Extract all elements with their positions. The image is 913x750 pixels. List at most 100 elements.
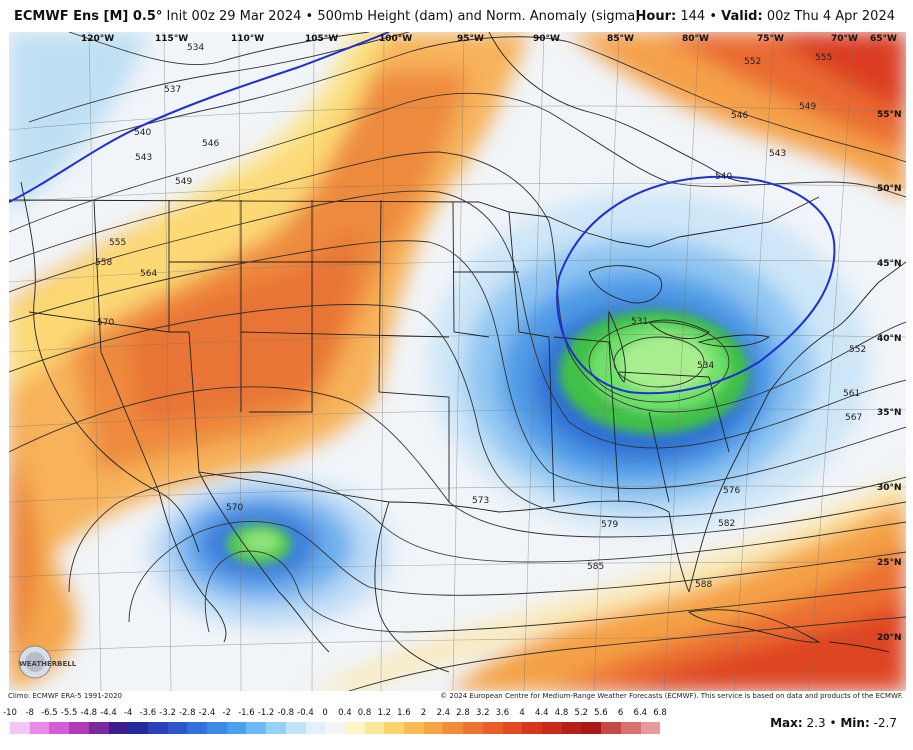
legend-tick-label: -4 (123, 708, 133, 718)
contour-label: 546 (731, 111, 748, 121)
legend-swatch (69, 722, 89, 734)
legend-tick-label: 2 (420, 708, 427, 718)
legend-swatch (463, 722, 483, 734)
contour-label: 579 (601, 520, 618, 530)
legend-swatch (443, 722, 464, 734)
longitude-label: 85°W (607, 34, 634, 44)
legend-tick-label: -4.4 (100, 708, 117, 718)
longitude-label: 105°W (305, 34, 338, 44)
legend-swatch (502, 722, 523, 734)
hour-label: Hour: (635, 9, 677, 24)
product-title: ECMWF Ens [M] 0.5° Init 00z 29 Mar 2024 … (14, 9, 640, 24)
latitude-label: 40°N (877, 334, 902, 344)
valid-separator: • (709, 9, 717, 24)
legend-swatch (108, 722, 129, 734)
title-separator: • (305, 9, 314, 24)
hour-value: 144 (680, 9, 706, 24)
legend-swatch (147, 722, 168, 734)
max-value: 2.3 (806, 716, 826, 730)
contour-label: 546 (202, 139, 219, 149)
contour-label: 534 (187, 43, 204, 53)
contour-label: 585 (587, 562, 604, 572)
legend-swatch (384, 722, 405, 734)
legend-swatch (285, 722, 306, 734)
legend-swatch (187, 722, 208, 734)
legend-swatch (266, 722, 286, 734)
legend-swatch (423, 722, 444, 734)
maxmin-separator: • (829, 716, 837, 730)
legend-swatch (522, 722, 542, 734)
longitude-label: 95°W (457, 34, 484, 44)
latitude-label: 50°N (877, 184, 902, 194)
legend-swatch (226, 722, 247, 734)
latitude-label: 35°N (877, 408, 902, 418)
legend-swatch (561, 722, 582, 734)
legend-swatch (482, 722, 503, 734)
contour-label: 564 (140, 269, 157, 279)
legend-tick-label: 6.8 (653, 708, 667, 718)
model-name: ECMWF Ens [M] 0.5° (14, 9, 163, 24)
legend-swatch (364, 722, 385, 734)
contour-label: 540 (134, 128, 151, 138)
valid-value: 00z Thu 4 Apr 2024 (766, 9, 895, 24)
legend-tick-label: -2.4 (198, 708, 216, 718)
legend-tick-label: -4.8 (80, 708, 98, 718)
legend-swatch (167, 722, 188, 734)
climo-note: Climo: ECMWF ERA-5 1991-2020 (8, 692, 122, 700)
legend-color-bar (10, 722, 661, 734)
legend-swatch (128, 722, 148, 734)
height-contours (9, 32, 906, 691)
legend-tick-label: -0.8 (277, 708, 295, 718)
longitude-label: 65°W (870, 34, 897, 44)
contour-label: 567 (845, 413, 862, 423)
legend-tick-label: 0 (322, 708, 328, 718)
legend-tick-label: 4.8 (554, 708, 569, 718)
legend-tick-label: 3.2 (475, 708, 490, 718)
legend-tick-label: -2 (222, 708, 231, 718)
legend-swatch (581, 722, 602, 734)
contour-label: 549 (175, 177, 192, 187)
legend-tick-label: 5.2 (574, 708, 588, 718)
legend-tick-label: -5.5 (60, 708, 78, 718)
contour-label: 531 (631, 317, 648, 327)
contour-label: 582 (718, 519, 735, 529)
legend-swatch (404, 722, 424, 734)
longitude-labels: 120°W 115°W 110°W 105°W 100°W 95°W 90°W … (81, 34, 897, 44)
legend-tick-label: -3.6 (139, 708, 157, 718)
legend-tick-label: -6.5 (41, 708, 58, 718)
contour-label: 561 (843, 389, 860, 399)
legend-swatch (620, 722, 641, 734)
highlight-540-contour (9, 32, 836, 395)
longitude-label: 70°W (831, 34, 858, 44)
legend-tick-label: -1.2 (257, 708, 275, 718)
valid-time-info: Hour: 144 • Valid: 00z Thu 4 Apr 2024 (636, 9, 895, 24)
logo-text: WEATHERBELL (19, 660, 77, 668)
contour-label: 576 (723, 486, 740, 496)
legend-swatch (305, 722, 326, 734)
legend-swatch (29, 722, 50, 734)
longitude-label: 100°W (379, 34, 412, 44)
init-time: Init 00z 29 Mar 2024 (166, 9, 302, 24)
contour-label: 534 (697, 361, 714, 371)
forecast-map[interactable]: 534 537 540 543 546 549 552 555 558 564 … (9, 32, 906, 691)
contour-label: 552 (744, 57, 761, 67)
legend-tick-label: -8 (25, 708, 34, 718)
max-label: Max: (770, 716, 803, 730)
legend-tick-label: 0.8 (357, 708, 372, 718)
legend-tick-label: 2.8 (456, 708, 470, 718)
anomaly-shading (9, 32, 906, 691)
latitude-label: 55°N (877, 110, 902, 120)
contour-label: 549 (799, 102, 816, 112)
max-min-readout: Max: 2.3 • Min: -2.7 (770, 716, 897, 730)
legend-tick-label: -1.6 (238, 708, 255, 718)
legend-swatch (344, 722, 365, 734)
legend-swatch (207, 722, 227, 734)
legend-swatch (246, 722, 267, 734)
longitude-label: 115°W (155, 34, 188, 44)
legend-tick-label: 6.4 (633, 708, 648, 718)
legend-tick-label: 6 (617, 708, 624, 718)
contour-label: 540 (715, 172, 732, 182)
copyright-note: © 2024 European Centre for Medium-Range … (440, 692, 903, 700)
contour-label: 558 (95, 258, 112, 268)
legend-swatch (49, 722, 70, 734)
